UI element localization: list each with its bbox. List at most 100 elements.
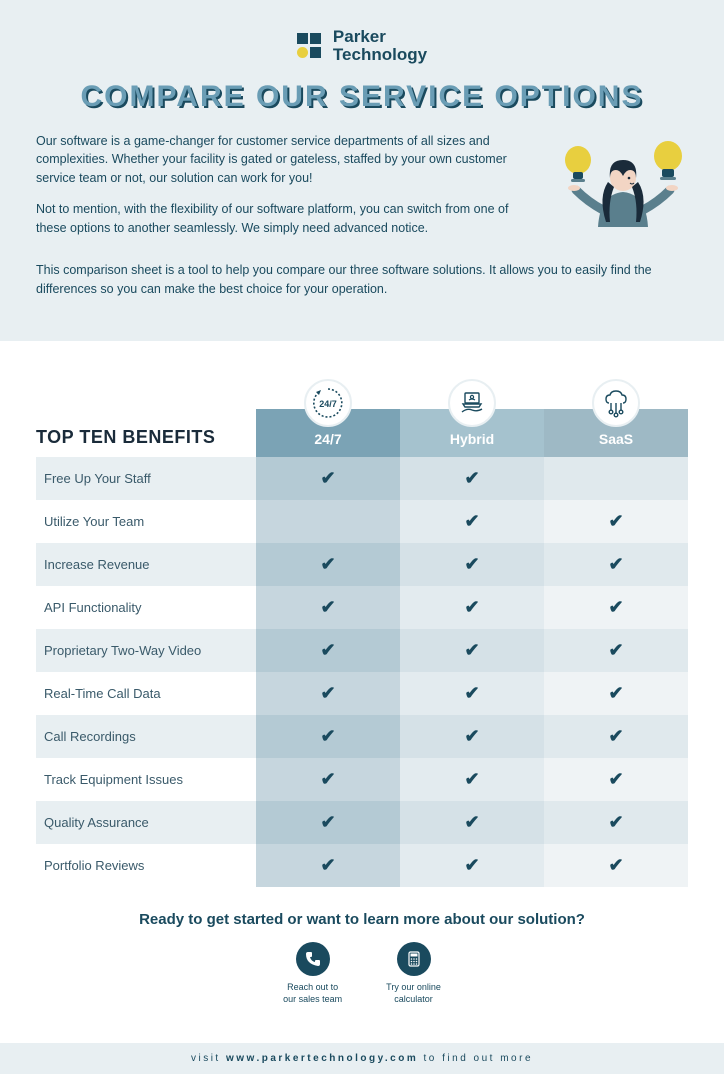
row-cell: ✔ <box>256 543 400 586</box>
cta-sales-label: Reach out to our sales team <box>283 982 342 1005</box>
check-icon: ✔ <box>608 511 623 532</box>
row-cell: ✔ <box>544 586 688 629</box>
row-label: Utilize Your Team <box>36 500 256 543</box>
row-cell: ✔ <box>256 715 400 758</box>
row-cell: ✔ <box>256 457 400 500</box>
row-cell: ✔ <box>400 543 544 586</box>
check-icon: ✔ <box>464 554 479 575</box>
row-label: Portfolio Reviews <box>36 844 256 887</box>
row-cell: ✔ <box>544 715 688 758</box>
page-title: COMPARE OUR SERVICE OPTIONS <box>36 80 688 114</box>
row-cell: ✔ <box>256 672 400 715</box>
check-icon: ✔ <box>464 683 479 704</box>
check-icon: ✔ <box>608 597 623 618</box>
table-row: Track Equipment Issues ✔ ✔ ✔ <box>36 758 688 801</box>
laptop-hand-icon <box>448 379 496 427</box>
table-row: Portfolio Reviews ✔ ✔ ✔ <box>36 844 688 887</box>
check-icon: ✔ <box>464 511 479 532</box>
intro-p2: Not to mention, with the flexibility of … <box>36 200 538 238</box>
row-cell: ✔ <box>400 758 544 801</box>
row-cell: ✔ <box>400 672 544 715</box>
table-row: Utilize Your Team ✔ ✔ <box>36 500 688 543</box>
row-label: Track Equipment Issues <box>36 758 256 801</box>
check-icon: ✔ <box>608 855 623 876</box>
check-icon: ✔ <box>608 554 623 575</box>
row-cell: ✔ <box>544 543 688 586</box>
logo: Parker Technology <box>36 28 688 64</box>
comparison-table: 24/7 <box>0 341 724 1043</box>
check-icon: ✔ <box>464 855 479 876</box>
intro-text: Our software is a game-changer for custo… <box>36 132 538 250</box>
row-cell: ✔ <box>400 457 544 500</box>
row-cell: ✔ <box>544 500 688 543</box>
footer-prefix: visit <box>191 1053 226 1064</box>
check-icon: ✔ <box>320 554 335 575</box>
check-icon: ✔ <box>464 597 479 618</box>
table-header-row: TOP TEN BENEFITS 24/7 Hybrid SaaS <box>36 409 688 457</box>
intro-p1: Our software is a game-changer for custo… <box>36 132 538 188</box>
table-row: Quality Assurance ✔ ✔ ✔ <box>36 801 688 844</box>
row-label: Free Up Your Staff <box>36 457 256 500</box>
check-icon: ✔ <box>464 468 479 489</box>
footer-url[interactable]: www.parkertechnology.com <box>226 1053 418 1064</box>
row-cell: ✔ <box>256 758 400 801</box>
check-icon: ✔ <box>320 855 335 876</box>
logo-text: Parker Technology <box>333 28 427 64</box>
row-cell: ✔ <box>400 629 544 672</box>
column-icons-row: 24/7 <box>36 361 688 409</box>
calculator-icon <box>397 942 431 976</box>
row-label: Quality Assurance <box>36 801 256 844</box>
check-icon: ✔ <box>320 769 335 790</box>
intro-p3: This comparison sheet is a tool to help … <box>36 261 688 299</box>
table-row: Call Recordings ✔ ✔ ✔ <box>36 715 688 758</box>
check-icon: ✔ <box>320 812 335 833</box>
logo-mark <box>297 33 323 59</box>
row-label: Increase Revenue <box>36 543 256 586</box>
check-icon: ✔ <box>608 726 623 747</box>
footer-suffix: to find out more <box>418 1053 533 1064</box>
check-icon: ✔ <box>608 640 623 661</box>
check-icon: ✔ <box>464 769 479 790</box>
table-row: Increase Revenue ✔ ✔ ✔ <box>36 543 688 586</box>
row-cell: ✔ <box>256 844 400 887</box>
check-icon: ✔ <box>320 468 335 489</box>
row-cell: ✔ <box>544 801 688 844</box>
check-icon: ✔ <box>320 726 335 747</box>
check-icon: ✔ <box>464 812 479 833</box>
row-cell: ✔ <box>256 629 400 672</box>
phone-icon <box>296 942 330 976</box>
check-icon: ✔ <box>464 640 479 661</box>
svg-text:24/7: 24/7 <box>319 399 337 409</box>
header-section: Parker Technology COMPARE OUR SERVICE OP… <box>0 0 724 341</box>
cta-title: Ready to get started or want to learn mo… <box>36 911 688 928</box>
cta-calculator[interactable]: Try our online calculator <box>386 942 441 1005</box>
row-cell: ✔ <box>400 844 544 887</box>
row-label: Proprietary Two-Way Video <box>36 629 256 672</box>
cta-sales[interactable]: Reach out to our sales team <box>283 942 342 1005</box>
check-icon: ✔ <box>320 640 335 661</box>
clock-247-icon: 24/7 <box>304 379 352 427</box>
table-row: Real-Time Call Data✔✔✔ <box>36 672 688 715</box>
row-cell: ✔ <box>400 715 544 758</box>
row-cell: ✔ <box>544 672 688 715</box>
row-cell <box>544 457 688 500</box>
check-icon: ✔ <box>320 597 335 618</box>
row-cell <box>256 500 400 543</box>
row-cell: ✔ <box>256 801 400 844</box>
row-label: API Functionality <box>36 586 256 629</box>
check-icon: ✔ <box>608 769 623 790</box>
row-label: Real-Time Call Data <box>36 672 256 715</box>
row-cell: ✔ <box>544 629 688 672</box>
row-cell: ✔ <box>400 801 544 844</box>
table-row: Free Up Your Staff ✔ ✔ <box>36 457 688 500</box>
footer-bar: visit www.parkertechnology.com to find o… <box>0 1043 724 1074</box>
row-cell: ✔ <box>544 758 688 801</box>
benefits-title: TOP TEN BENEFITS <box>36 417 256 448</box>
row-cell: ✔ <box>400 586 544 629</box>
check-icon: ✔ <box>608 812 623 833</box>
table-row: API Functionality ✔ ✔ ✔ <box>36 586 688 629</box>
row-label: Call Recordings <box>36 715 256 758</box>
row-cell: ✔ <box>544 844 688 887</box>
intro-p3-wrap: This comparison sheet is a tool to help … <box>36 261 688 299</box>
cta-calculator-label: Try our online calculator <box>386 982 441 1005</box>
